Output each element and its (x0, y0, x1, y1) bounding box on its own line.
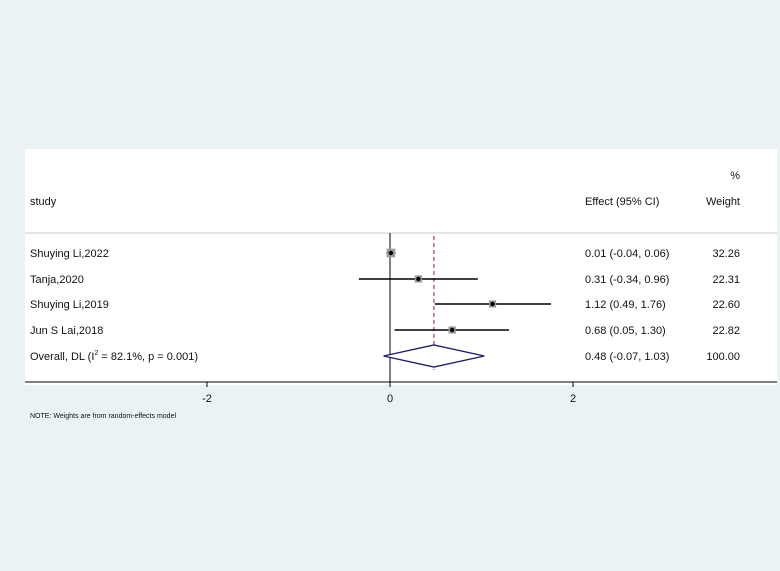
header-effect: Effect (95% CI) (585, 196, 659, 208)
overall-label-prefix: Overall, DL (I (30, 351, 94, 363)
weight-text: 32.26 (712, 248, 740, 260)
overall-label-superscript: 2 (94, 350, 98, 357)
overall-row: Overall, DL (I2 = 82.1%, p = 0.001) 0.48… (30, 344, 740, 368)
weight-text: 22.31 (712, 274, 740, 286)
study-label: Jun S Lai,2018 (30, 325, 103, 337)
effect-point (450, 327, 455, 333)
study-row: Tanja,2020 0.31 (-0.34, 0.96) 22.31 (30, 274, 740, 286)
header-study: study (30, 196, 57, 208)
study-row: Shuying Li,2019 1.12 (0.49, 1.76) 22.60 (30, 299, 740, 311)
x-tick-label: 2 (570, 393, 576, 405)
overall-weight-text: 100.00 (706, 351, 740, 363)
study-row: Jun S Lai,2018 0.68 (0.05, 1.30) 22.82 (30, 325, 740, 337)
study-row: Shuying Li,2022 0.01 (-0.04, 0.06) 32.26 (30, 248, 740, 260)
study-label: Shuying Li,2022 (30, 248, 109, 260)
effect-ci-text: 0.68 (0.05, 1.30) (585, 325, 666, 337)
effect-point (388, 250, 394, 256)
study-label: Tanja,2020 (30, 274, 84, 286)
study-label: Shuying Li,2019 (30, 299, 109, 311)
overall-diamond (383, 344, 485, 368)
overall-label-suffix: = 82.1%, p = 0.001) (98, 351, 198, 363)
header-weight-pct: % (730, 170, 740, 182)
weight-text: 22.60 (712, 299, 740, 311)
effect-ci-text: 0.31 (-0.34, 0.96) (585, 274, 669, 286)
effect-ci-text: 0.01 (-0.04, 0.06) (585, 248, 669, 260)
overall-effect-ci-text: 0.48 (-0.07, 1.03) (585, 351, 669, 363)
weight-text: 22.82 (712, 325, 740, 337)
x-tick-label: -2 (202, 393, 212, 405)
footnote: NOTE: Weights are from random-effects mo… (30, 413, 177, 420)
overall-label: Overall, DL (I2 = 82.1%, p = 0.001) (30, 350, 198, 363)
effect-ci-text: 1.12 (0.49, 1.76) (585, 299, 666, 311)
plot-panel (25, 149, 777, 385)
x-axis-ticks: -2 0 2 (202, 382, 576, 405)
header-weight: Weight (706, 196, 740, 208)
x-tick-label: 0 (387, 393, 393, 405)
effect-point (416, 276, 421, 282)
effect-point (490, 301, 495, 307)
